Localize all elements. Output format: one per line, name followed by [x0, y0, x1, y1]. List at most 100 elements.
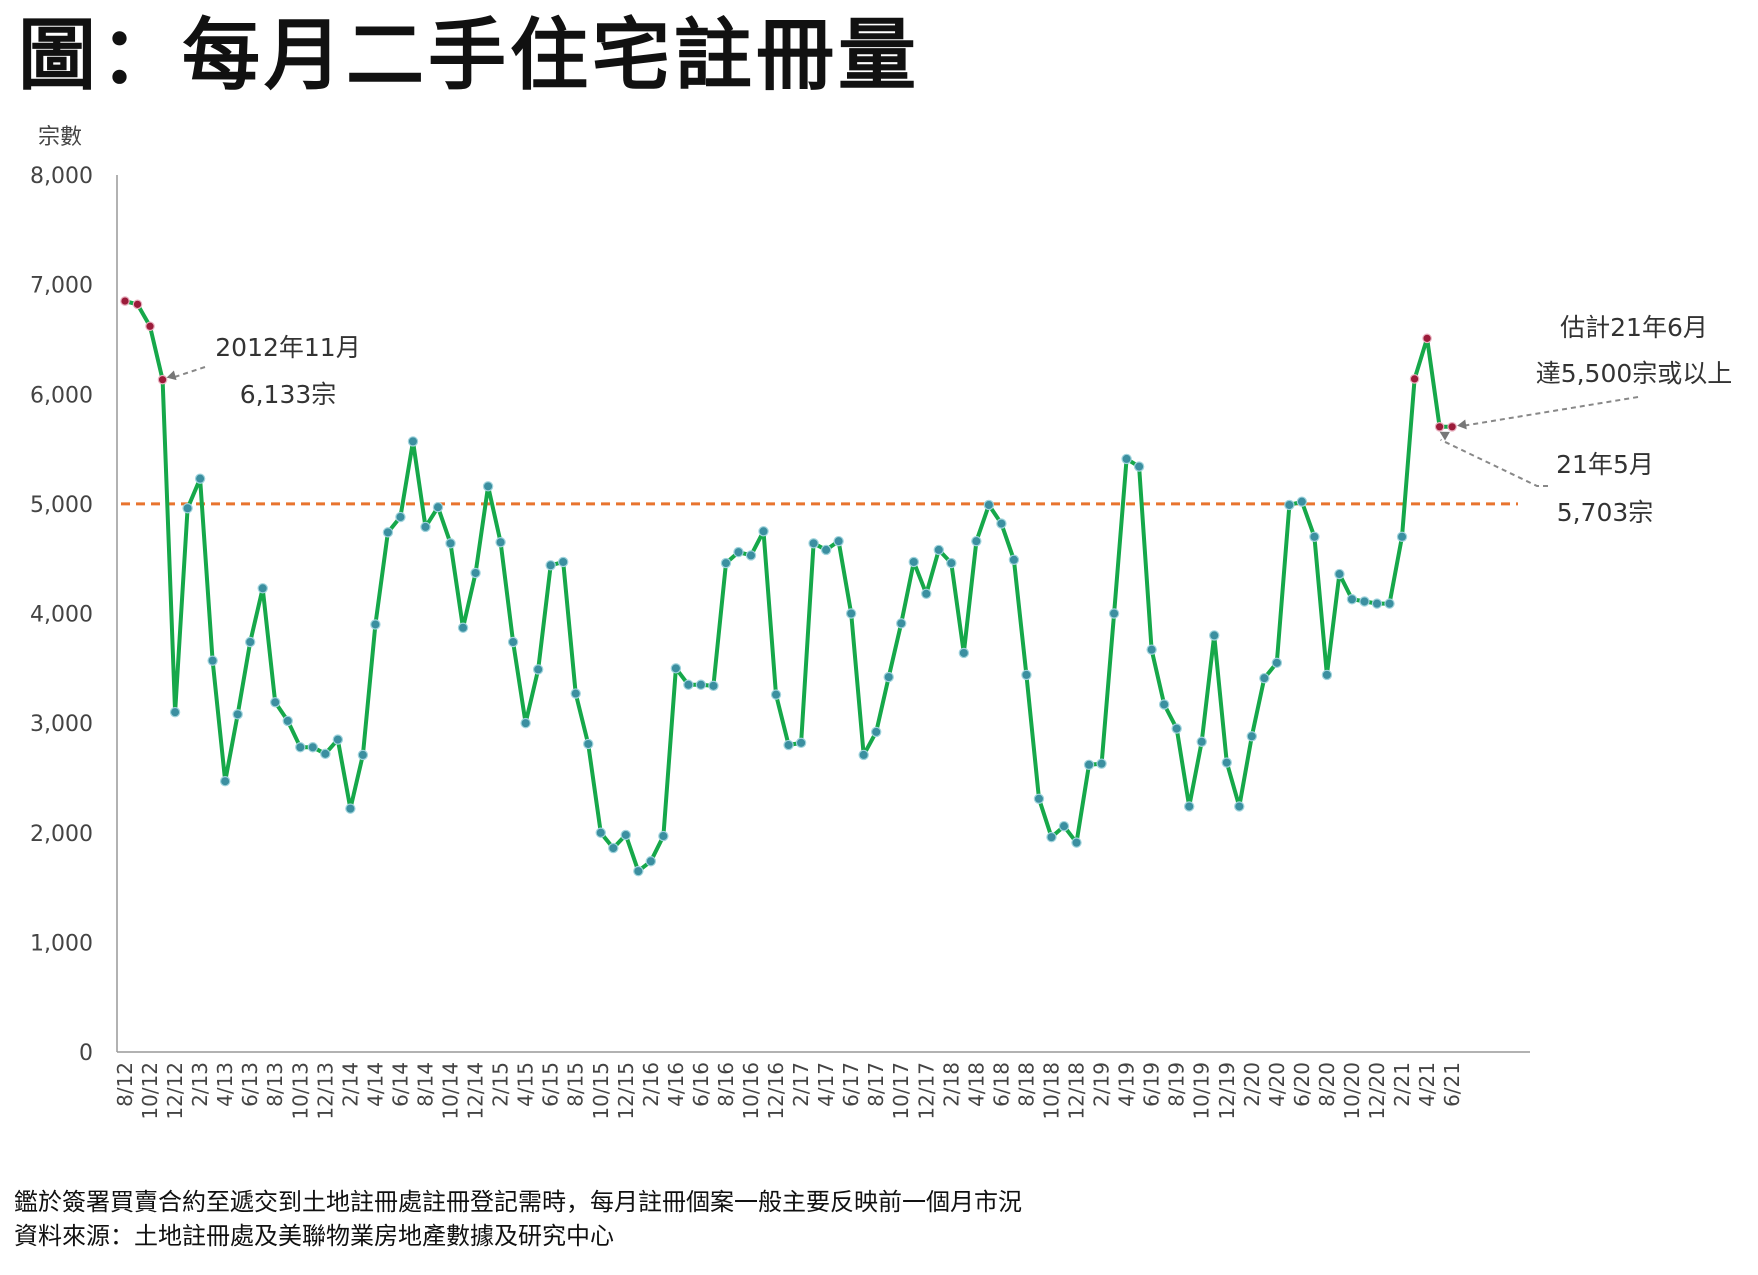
data-point — [495, 537, 506, 548]
data-point — [1371, 598, 1383, 609]
annotation-text: 6,133宗 — [240, 380, 337, 409]
x-tick-label: 10/19 — [1190, 1062, 1214, 1120]
y-tick-label: 7,000 — [30, 274, 93, 299]
y-tick-label: 3,000 — [30, 712, 93, 737]
x-tick-label: 8/15 — [564, 1062, 588, 1107]
data-point — [1296, 496, 1308, 507]
x-tick-label: 8/14 — [413, 1062, 437, 1107]
data-point — [633, 865, 644, 877]
chart-title: 圖：每月二手住宅註冊量 — [18, 11, 921, 101]
data-point — [194, 473, 206, 484]
x-tick-label: 8/16 — [714, 1062, 738, 1107]
y-axis-label: 宗數 — [38, 125, 82, 150]
data-point — [532, 664, 544, 675]
x-tick-label: 12/15 — [614, 1062, 638, 1120]
x-tick-label: 12/13 — [313, 1062, 337, 1120]
data-point — [157, 374, 168, 385]
annotation-connector — [1440, 438, 1548, 487]
x-tick-label: 2/21 — [1390, 1062, 1414, 1107]
x-tick-label: 6/19 — [1140, 1062, 1164, 1107]
data-point — [996, 518, 1007, 529]
x-tick-label: 6/15 — [539, 1062, 563, 1107]
data-point — [257, 583, 268, 594]
data-point — [808, 538, 819, 549]
data-point — [1133, 461, 1145, 472]
data-point — [1046, 831, 1057, 843]
data-point — [908, 556, 919, 568]
data-point — [1321, 669, 1333, 681]
data-point — [758, 526, 769, 537]
annotation-text: 2012年11月 — [215, 333, 360, 362]
data-point — [971, 535, 982, 547]
data-point — [320, 748, 331, 760]
data-point — [1196, 736, 1207, 747]
annotation-text: 達5,500宗或以上 — [1536, 359, 1733, 388]
y-axis-ticks: 0 1,000 2,000 3,000 4,000 5,000 6,000 7,000 8,00… — [30, 164, 93, 1066]
x-tick-label: 2/18 — [939, 1062, 963, 1107]
data-point — [1284, 499, 1295, 511]
data-point — [520, 717, 531, 729]
data-point — [1359, 596, 1370, 607]
data-point — [583, 738, 594, 750]
data-point — [783, 739, 794, 751]
data-point — [382, 527, 394, 538]
data-point — [1396, 531, 1408, 542]
data-point — [1071, 837, 1082, 848]
x-tick-label: 2/14 — [338, 1062, 362, 1107]
axes: 宗數 — [38, 125, 1530, 1053]
data-point — [307, 742, 318, 753]
data-point — [244, 636, 256, 648]
x-tick-label: 2/17 — [789, 1062, 813, 1107]
data-point — [1146, 644, 1157, 655]
y-tick-label: 4,000 — [30, 603, 93, 628]
x-tick-label: 12/16 — [764, 1062, 788, 1120]
x-tick-label: 2/19 — [1090, 1062, 1114, 1107]
data-point — [1083, 759, 1095, 770]
data-point — [357, 749, 369, 761]
data-point — [921, 588, 932, 599]
data-point — [595, 827, 606, 838]
data-point — [432, 501, 444, 513]
data-point — [608, 842, 619, 854]
x-tick-label: 2/20 — [1240, 1062, 1264, 1107]
x-tick-label: 6/16 — [689, 1062, 713, 1107]
x-tick-label: 8/19 — [1165, 1062, 1189, 1107]
data-point — [1259, 672, 1270, 684]
data-point — [482, 481, 494, 492]
x-tick-label: 12/12 — [163, 1062, 187, 1120]
annotation-connector — [1462, 396, 1639, 427]
data-point — [958, 647, 970, 659]
data-point — [858, 749, 869, 761]
data-point — [670, 663, 682, 674]
data-point — [1008, 554, 1020, 565]
data-point — [145, 321, 155, 332]
data-point — [1096, 758, 1107, 769]
y-tick-label: 1,000 — [30, 931, 93, 956]
annotation-text: 估計21年6月 — [1560, 313, 1708, 342]
x-tick-label: 10/13 — [288, 1062, 312, 1120]
x-tick-label: 8/12 — [113, 1062, 137, 1107]
x-tick-label: 4/20 — [1265, 1062, 1289, 1107]
data-point — [120, 296, 130, 306]
data-point — [282, 715, 293, 727]
data-point — [332, 734, 344, 745]
annotation-text: 21年5月 — [1556, 450, 1654, 479]
annotation-arrowhead — [1457, 419, 1467, 430]
data-point — [733, 546, 744, 558]
annotation-arrowhead — [166, 370, 177, 381]
y-tick-label: 8,000 — [30, 164, 93, 189]
x-tick-label: 4/13 — [213, 1062, 237, 1107]
annotation-arrowhead — [1439, 431, 1450, 441]
x-tick-label: 4/15 — [514, 1062, 538, 1107]
x-tick-label: 6/21 — [1440, 1062, 1464, 1107]
x-tick-label: 4/19 — [1115, 1062, 1139, 1107]
data-point — [420, 521, 431, 533]
y-tick-label: 6,000 — [30, 383, 93, 408]
data-point — [1183, 801, 1195, 812]
data-point — [946, 557, 957, 569]
x-tick-label: 10/18 — [1039, 1062, 1063, 1120]
data-point — [1221, 757, 1232, 768]
annotation-text: 5,703宗 — [1557, 498, 1654, 527]
